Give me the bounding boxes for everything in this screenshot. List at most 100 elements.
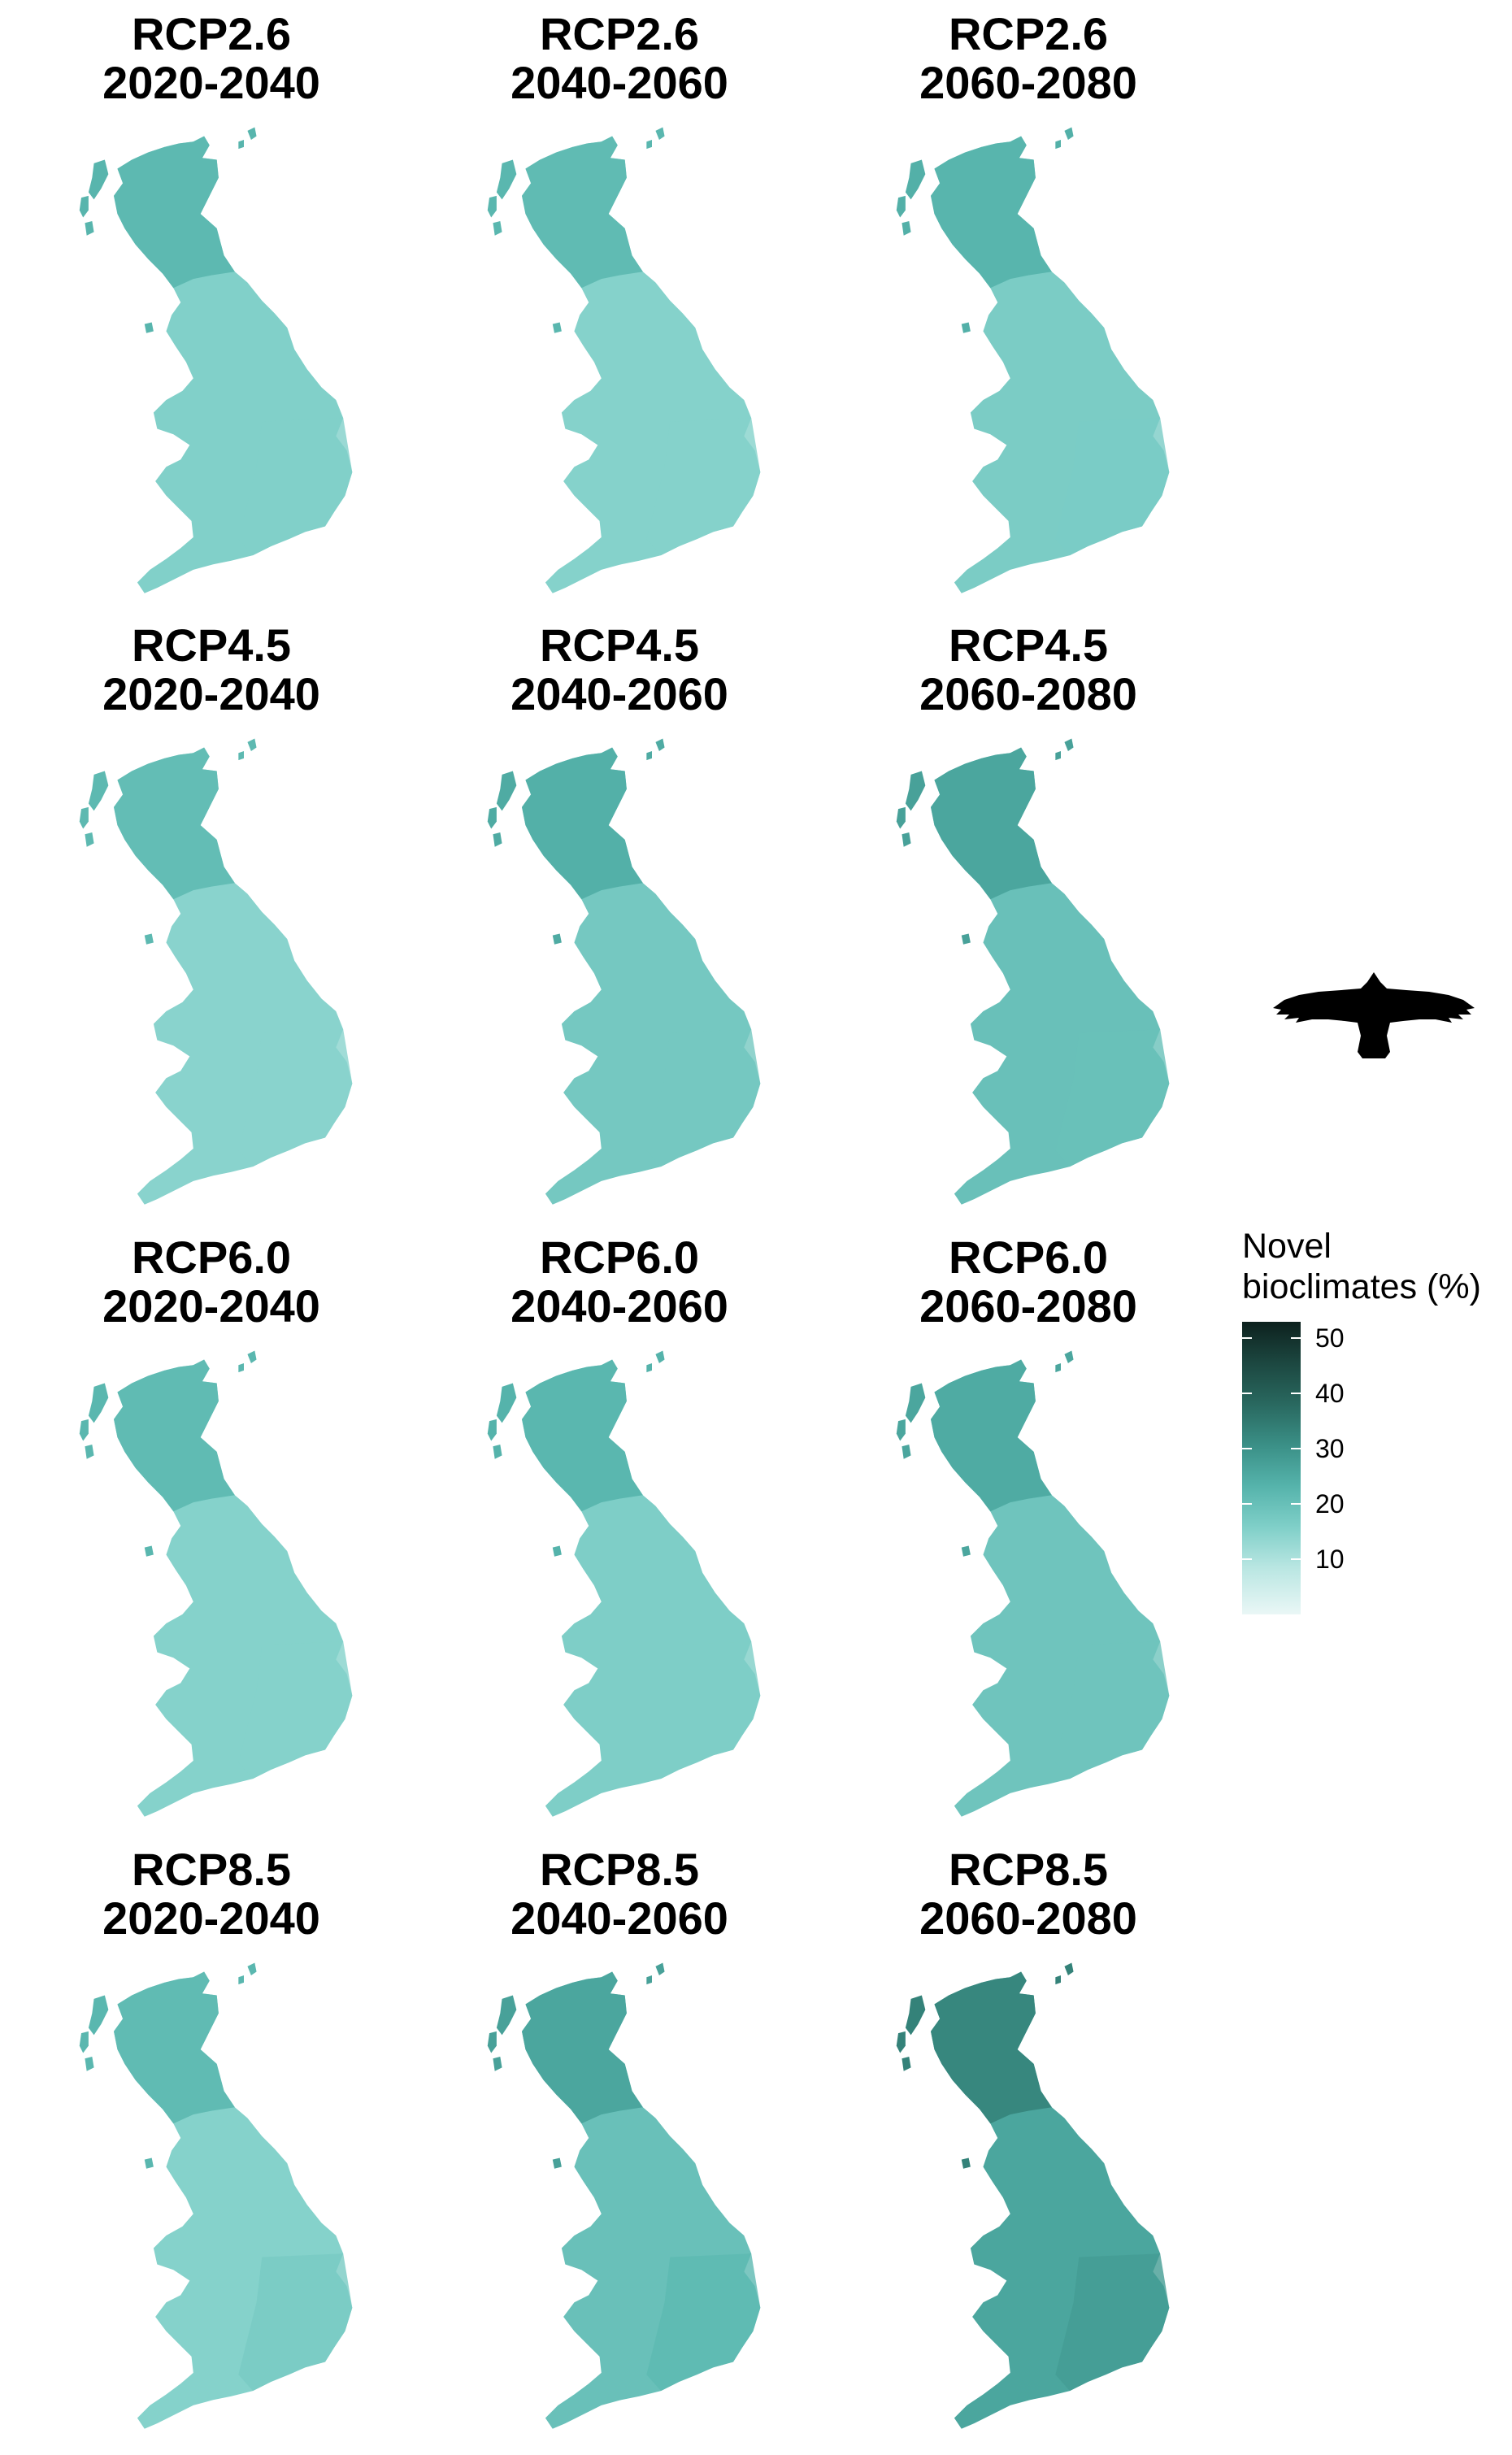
- map-panel: RCP6.0 2020-2040: [8, 1233, 415, 1843]
- southeast-region: [1055, 1641, 1170, 1779]
- island: [85, 221, 94, 236]
- island: [88, 771, 109, 811]
- colorbar: [1242, 1322, 1301, 1614]
- island: [496, 159, 517, 200]
- panel-scenario: RCP6.0: [539, 1232, 700, 1283]
- island: [961, 1545, 971, 1557]
- island: [79, 195, 89, 218]
- legend-tick-label: 30: [1315, 1434, 1345, 1464]
- island: [144, 2157, 154, 2169]
- island: [655, 1962, 665, 1975]
- gb-map: [896, 738, 1170, 1205]
- legend-tick-label: 50: [1315, 1323, 1345, 1354]
- scotland-region: [931, 1971, 1052, 2124]
- scotland-region: [114, 1359, 235, 1512]
- southeast-region: [1055, 1029, 1170, 1167]
- island: [88, 1995, 109, 2036]
- panel-title: RCP4.5 2020-2040: [8, 621, 415, 719]
- island: [646, 1363, 652, 1373]
- island: [655, 1350, 665, 1363]
- gb-map: [487, 1962, 761, 2429]
- island: [487, 195, 497, 218]
- island: [487, 806, 497, 829]
- panel-scenario: RCP8.5: [948, 1844, 1109, 1895]
- island: [493, 221, 502, 236]
- legend-title-line1: Novel: [1242, 1227, 1332, 1266]
- island: [1055, 140, 1061, 150]
- legend-tick-mark: [1242, 1558, 1252, 1561]
- island: [905, 771, 926, 811]
- panel-scenario: RCP2.6: [948, 8, 1109, 59]
- island: [552, 933, 562, 945]
- island: [1064, 738, 1074, 751]
- map-panel: RCP8.5 2060-2080: [825, 1845, 1232, 2455]
- island: [238, 751, 244, 761]
- scotland-region: [522, 1359, 643, 1512]
- southeast-region: [646, 418, 761, 556]
- island: [646, 751, 652, 761]
- panel-period: 2020-2040: [102, 57, 320, 108]
- scotland-region: [114, 1971, 235, 2124]
- map-panel: RCP6.0 2060-2080: [825, 1233, 1232, 1843]
- gb-map: [487, 738, 761, 1205]
- legend-tick-mark: [1291, 1503, 1301, 1506]
- gb-map: [79, 1962, 353, 2429]
- island: [238, 140, 244, 150]
- map-panel: RCP2.6 2040-2060: [416, 10, 823, 619]
- island: [79, 806, 89, 829]
- map-panel: RCP2.6 2020-2040: [8, 10, 415, 619]
- island: [238, 1363, 244, 1373]
- legend-title: Novel bioclimates (%): [1242, 1226, 1481, 1307]
- panel-scenario: RCP4.5: [948, 619, 1109, 671]
- legend-tick-mark: [1291, 1393, 1301, 1395]
- island: [88, 1383, 109, 1423]
- legend-tick-mark: [1291, 1448, 1301, 1450]
- map-panel: RCP8.5 2020-2040: [8, 1845, 415, 2455]
- island: [1064, 1350, 1074, 1363]
- island: [961, 933, 971, 945]
- island: [896, 1419, 906, 1441]
- panel-title: RCP8.5 2060-2080: [825, 1845, 1232, 1943]
- panel-scenario: RCP8.5: [131, 1844, 292, 1895]
- panel-period: 2060-2080: [919, 668, 1137, 719]
- scotland-region: [522, 747, 643, 900]
- island: [646, 1975, 652, 1985]
- island: [552, 322, 562, 333]
- island: [896, 195, 906, 218]
- map-panel: RCP2.6 2060-2080: [825, 10, 1232, 619]
- island: [79, 2031, 89, 2053]
- panel-period: 2040-2060: [511, 1280, 728, 1332]
- island: [144, 1545, 154, 1557]
- panel-title: RCP8.5 2040-2060: [416, 1845, 823, 1943]
- island: [238, 1975, 244, 1985]
- island: [493, 1445, 502, 1459]
- panel-scenario: RCP4.5: [539, 619, 700, 671]
- scotland-region: [931, 747, 1052, 900]
- panel-title: RCP2.6 2020-2040: [8, 10, 415, 107]
- island: [487, 1419, 497, 1441]
- island: [896, 806, 906, 829]
- island: [85, 1445, 94, 1459]
- panel-scenario: RCP6.0: [131, 1232, 292, 1283]
- southeast-region: [1055, 2253, 1170, 2392]
- island: [247, 1962, 257, 1975]
- southeast-region: [1055, 418, 1170, 556]
- island: [1055, 1363, 1061, 1373]
- island: [655, 738, 665, 751]
- colorbar-legend: Novel bioclimates (%) 50 40 30 20 10: [1242, 1226, 1510, 1632]
- southeast-region: [238, 1029, 353, 1167]
- island: [905, 159, 926, 200]
- panel-title: RCP4.5 2060-2080: [825, 621, 1232, 719]
- panel-scenario: RCP4.5: [131, 619, 292, 671]
- island: [79, 1419, 89, 1441]
- panel-period: 2040-2060: [511, 668, 728, 719]
- map-panel: RCP6.0 2040-2060: [416, 1233, 823, 1843]
- scotland-region: [931, 1359, 1052, 1512]
- island: [552, 2157, 562, 2169]
- island: [144, 933, 154, 945]
- island: [85, 832, 94, 847]
- panel-title: RCP2.6 2060-2080: [825, 10, 1232, 107]
- island: [902, 832, 911, 847]
- island: [487, 2031, 497, 2053]
- panel-scenario: RCP8.5: [539, 1844, 700, 1895]
